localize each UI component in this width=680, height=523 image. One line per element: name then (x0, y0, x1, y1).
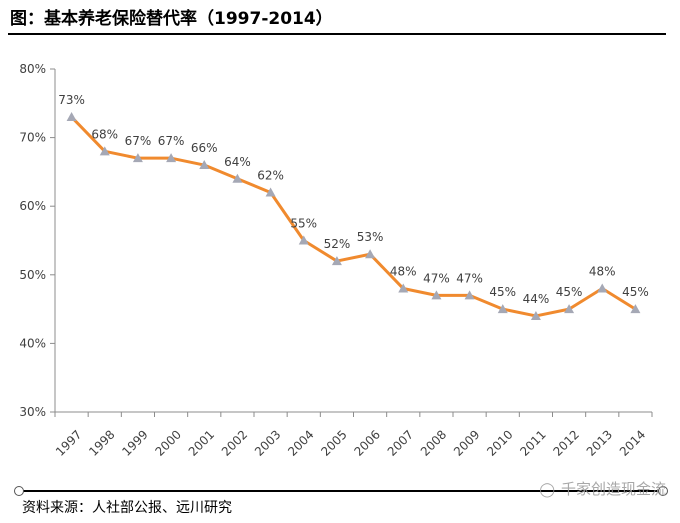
series-line (70, 115, 637, 318)
x-tick-label: 1998 (86, 427, 117, 458)
data-point (398, 283, 409, 293)
data-label: 53% (357, 230, 384, 244)
divider-end-dot (658, 486, 668, 496)
data-label: 47% (456, 271, 483, 285)
x-tick-label: 2007 (385, 427, 416, 458)
data-label: 44% (523, 292, 550, 306)
y-tick-label: 40% (19, 336, 46, 350)
wechat-icon: ◯ (539, 482, 555, 498)
data-label: 62% (257, 168, 284, 182)
data-label: 73% (58, 93, 85, 107)
data-point (298, 235, 309, 245)
x-tick-label: 2003 (252, 427, 283, 458)
marker-layer (66, 112, 641, 320)
footer-divider (20, 490, 660, 492)
data-point (597, 283, 608, 293)
data-point (530, 310, 541, 320)
data-point (199, 160, 210, 170)
data-point (331, 256, 342, 266)
data-label: 66% (191, 141, 218, 155)
data-point (365, 249, 376, 259)
x-tick-label: 2014 (617, 427, 648, 458)
data-point (132, 153, 143, 163)
y-tick-label: 30% (19, 405, 46, 419)
data-label: 48% (390, 265, 417, 279)
x-tick-label: 2011 (517, 427, 548, 458)
data-point (232, 173, 243, 183)
source-note: 资料来源：人社部公报、远川研究 (22, 500, 232, 516)
data-point (431, 290, 442, 300)
x-tick-label: 2013 (584, 427, 615, 458)
x-tick-label: 2009 (451, 427, 482, 458)
x-tick-label: 2000 (153, 427, 184, 458)
y-tick-label: 70% (19, 131, 46, 145)
data-point (265, 187, 276, 197)
x-tick-label: 2004 (285, 427, 316, 458)
x-tick-label: 2010 (484, 427, 515, 458)
data-label: 45% (622, 285, 649, 299)
data-point (464, 290, 475, 300)
y-tick-label: 80% (19, 62, 46, 76)
x-tick-label: 1999 (119, 427, 150, 458)
data-label: 52% (324, 237, 351, 251)
watermark-text: 千家创造现金流 (560, 480, 666, 498)
x-tick-label: 2008 (418, 427, 449, 458)
y-tick-label: 50% (19, 268, 46, 282)
x-tick-label: 2005 (318, 427, 349, 458)
data-point (630, 304, 641, 314)
x-tick-label: 2002 (219, 427, 250, 458)
data-point (66, 112, 77, 122)
data-label: 55% (290, 217, 317, 231)
data-point (99, 146, 110, 156)
line-chart: 30%40%50%60%70%80% 1997 1998 1999 2000 2001 2… (19, 62, 653, 459)
data-label: 67% (158, 134, 185, 148)
data-label-layer: 73% 68% 67% 67% 66% 64% 62% 55% 52% 53% 48% 47% 47% 4… (58, 93, 649, 306)
title-divider (8, 33, 666, 35)
data-point (497, 304, 508, 314)
x-tick-label: 1997 (53, 427, 84, 458)
x-tick-label: 2001 (186, 427, 217, 458)
data-label: 67% (125, 134, 152, 148)
y-tick-label: 60% (19, 199, 46, 213)
x-tick-label: 2012 (551, 427, 582, 458)
x-tick-label: 2006 (352, 427, 383, 458)
y-axis: 30% 40% 50% 60% 70% 80% (19, 62, 56, 419)
x-axis: 1997 1998 1999 2000 2001 2002 2003 2004 2005 2006… (53, 411, 653, 459)
series-layer (70, 115, 637, 318)
data-label: 45% (556, 285, 583, 299)
watermark: ◯ 千家创造现金流 (539, 478, 666, 499)
data-label: 68% (91, 127, 118, 141)
data-label: 64% (224, 155, 251, 169)
data-label: 45% (489, 285, 516, 299)
data-point (166, 153, 177, 163)
chart-title: 图：基本养老保险替代率（1997-2014） (10, 9, 333, 29)
divider-end-dot (14, 486, 24, 496)
data-point (564, 304, 575, 314)
data-label: 47% (423, 271, 450, 285)
data-label: 48% (589, 265, 616, 279)
